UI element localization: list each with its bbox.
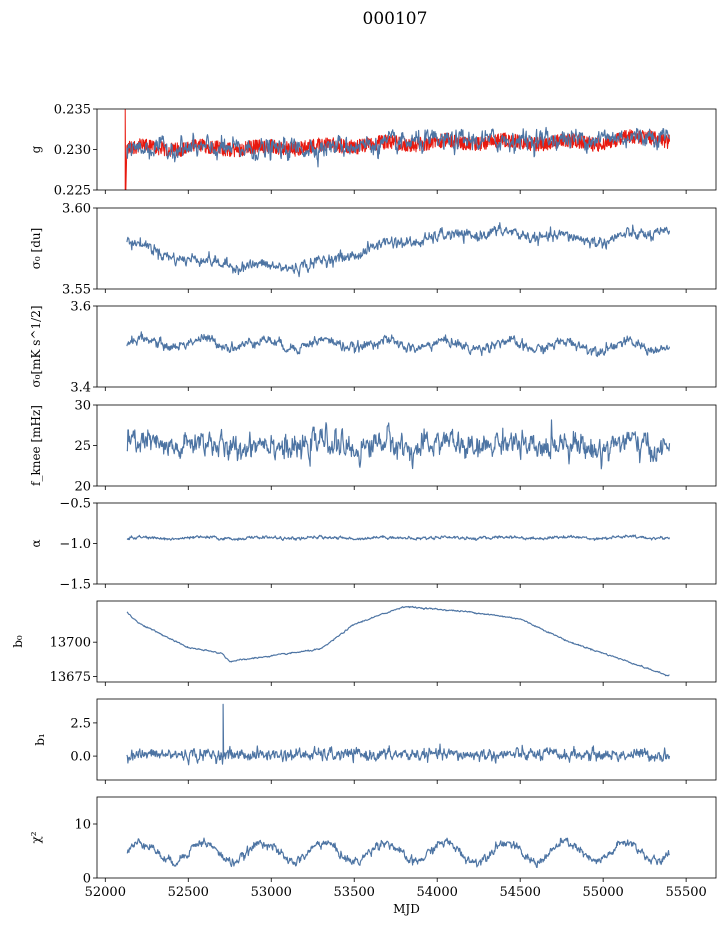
y-tick-label: 25	[74, 439, 91, 454]
subplots: 0.225 0.230 0.235 g 3.55 3.60 σ₀ [du] 3.4 3.6 σ₀[…	[11, 103, 717, 916]
y-tick-label: 0.230	[54, 143, 91, 158]
y-tick-label: 0	[83, 872, 91, 887]
axes-frame	[96, 305, 717, 388]
y-tick-label: 10	[74, 818, 91, 833]
series-line-1	[126, 605, 670, 677]
plot-area	[126, 703, 671, 766]
subplot-7: 0.0 2.5 b₁	[33, 698, 717, 784]
y-axis-label: g	[29, 145, 43, 153]
x-tick-label: 52500	[168, 885, 209, 900]
y-tick-label: 3.6	[70, 300, 91, 315]
x-tick-label: 53500	[334, 885, 375, 900]
y-tick-label: 0.225	[54, 184, 91, 199]
series-line-1	[126, 222, 671, 278]
y-tick-label: 0.235	[54, 103, 91, 118]
y-tick-label: −1.0	[59, 537, 91, 552]
x-tick-label: 54000	[417, 885, 458, 900]
series-line-1	[126, 331, 671, 358]
y-tick-label: 30	[74, 399, 91, 414]
y-tick-label: 20	[74, 480, 91, 495]
axes-frame	[96, 207, 717, 290]
y-tick-label: 13700	[50, 636, 91, 651]
y-tick-label: −0.5	[59, 497, 91, 512]
series-line-1	[126, 837, 670, 868]
figure-title: 000107	[363, 9, 428, 29]
plot-area	[126, 605, 670, 677]
plot-area	[126, 534, 671, 541]
y-tick-label: 13675	[50, 670, 91, 685]
axes-frame	[96, 600, 717, 683]
axes-frame	[96, 796, 717, 879]
series-line-1	[126, 703, 671, 766]
subplot-1: 0.225 0.230 0.235 g	[29, 103, 717, 199]
x-tick-label: 52000	[85, 885, 126, 900]
x-tick-label: 55000	[582, 885, 623, 900]
subplot-4: 20 25 30 f_knee [mHz]	[29, 399, 717, 495]
axes-frame	[96, 698, 717, 781]
y-axis-label: b₁	[33, 733, 47, 746]
x-tick-label: 55500	[665, 885, 706, 900]
subplot-8: 0 10 52000 52500 53000 53500 54000 54500 55000 55…	[29, 796, 717, 916]
axes-frame	[96, 502, 717, 585]
y-axis-label: χ²	[29, 831, 43, 843]
subplot-2: 3.55 3.60 σ₀ [du]	[29, 202, 717, 298]
y-tick-label: 3.55	[62, 283, 91, 298]
series-line-1	[126, 419, 671, 470]
x-tick-label: 54500	[499, 885, 540, 900]
y-axis-label: σ₀[mK s^1/2]	[29, 305, 43, 387]
y-tick-label: −1.5	[59, 578, 91, 593]
y-axis-label: α	[29, 539, 43, 547]
x-tick-label: 53000	[251, 885, 292, 900]
y-axis-label: b₀	[11, 635, 25, 648]
x-axis-label: MJD	[393, 902, 420, 916]
subplot-3: 3.4 3.6 σ₀[mK s^1/2]	[29, 300, 717, 396]
plot-area	[124, 109, 671, 190]
plot-area	[126, 331, 671, 358]
y-tick-label: 3.60	[62, 202, 91, 217]
plot-area	[126, 222, 671, 278]
plot-area	[126, 837, 670, 868]
y-axis-label: σ₀ [du]	[29, 228, 43, 270]
y-tick-label: 2.5	[70, 716, 91, 731]
y-tick-label: 3.4	[70, 381, 91, 396]
series-line-1	[126, 534, 671, 541]
plot-area	[126, 419, 671, 470]
subplot-5: −1.5 −1.0 −0.5 α	[29, 497, 717, 593]
series-line-2	[126, 126, 671, 168]
y-tick-label: 0.0	[70, 750, 91, 765]
y-axis-label: f_knee [mHz]	[29, 405, 43, 486]
subplot-6: 13675 13700 b₀	[11, 600, 717, 686]
